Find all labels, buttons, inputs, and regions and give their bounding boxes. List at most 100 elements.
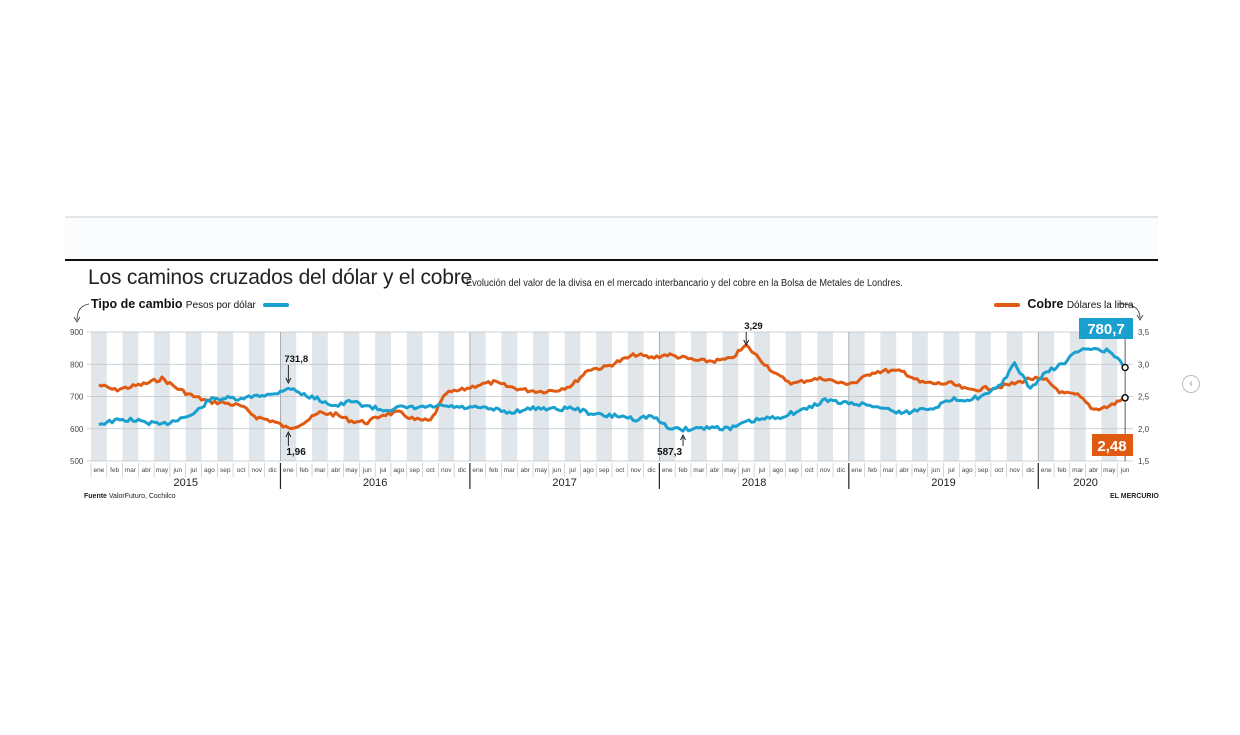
x-month-label: ago — [962, 467, 973, 474]
x-month-label: abr — [520, 467, 530, 474]
header-rule — [65, 259, 1158, 261]
x-month-label: may — [914, 467, 927, 474]
legend-cobre-swatch — [994, 302, 1020, 307]
x-month-label: may — [345, 467, 358, 474]
left-axis-pointer — [76, 303, 90, 321]
right-axis-pointer — [1117, 303, 1141, 319]
x-month-label: nov — [441, 467, 452, 474]
x-month-label: abr — [331, 467, 341, 474]
x-month-label: may — [156, 467, 169, 474]
x-month-label: nov — [252, 467, 263, 474]
x-month-label: sep — [599, 467, 610, 474]
x-month-label: ene — [662, 467, 673, 474]
x-month-label: oct — [237, 467, 246, 474]
x-year-label: 2018 — [742, 477, 766, 489]
legend-dolar-swatch — [263, 302, 290, 307]
x-month-label: jul — [758, 467, 766, 474]
x-year-label: 2017 — [552, 477, 576, 489]
source-note: Fuente ValorFuturo, Cochilco — [84, 493, 176, 500]
right-axis-pointer-head — [1136, 314, 1144, 321]
legend-cobre-unit: Dólares la libra — [1066, 300, 1134, 311]
x-month-label: ene — [283, 467, 294, 474]
x-month-label: mar — [1072, 467, 1084, 474]
x-month-label: mar — [883, 467, 895, 474]
x-month-label: jun — [741, 467, 751, 474]
legend-dolar-unit: Pesos por dólar — [185, 300, 256, 311]
x-month-label: abr — [142, 467, 152, 474]
legend-cobre-name: Cobre — [1027, 297, 1064, 311]
x-month-label: mar — [504, 467, 516, 474]
x-month-label: ene — [93, 467, 104, 474]
x-month-label: mar — [314, 467, 326, 474]
x-month-label: jun — [172, 467, 182, 474]
x-month-label: may — [1103, 467, 1116, 474]
annotation-label: 3,29 — [744, 321, 763, 332]
y-left-tick-label: 700 — [70, 393, 84, 402]
end-value-cobre: 2,48 — [1097, 438, 1126, 455]
x-month-label: feb — [489, 467, 498, 474]
x-month-label: may — [535, 467, 548, 474]
x-month-label: feb — [868, 467, 877, 474]
x-month-label: ene — [472, 467, 483, 474]
x-month-label: jun — [362, 467, 372, 474]
annotation-arrowhead — [680, 433, 686, 441]
y-right-tick-label: 3,5 — [1138, 328, 1150, 337]
x-month-label: dic — [268, 467, 277, 474]
annotation-arrowhead — [743, 339, 750, 347]
chart-title: Los caminos cruzados del dólar y el cobr… — [88, 266, 473, 289]
x-month-label: ene — [1041, 467, 1052, 474]
x-month-label: jul — [568, 467, 576, 474]
header-band — [65, 218, 1158, 259]
series-line-cobre — [98, 343, 1126, 431]
x-month-label: sep — [220, 467, 231, 474]
publisher-label: EL MERCURIO — [1110, 493, 1159, 500]
annotation-arrowhead — [285, 377, 292, 385]
x-month-label: ene — [851, 467, 862, 474]
y-left-tick-label: 900 — [70, 328, 84, 337]
x-month-label: nov — [820, 467, 831, 474]
x-month-label: feb — [1057, 467, 1066, 474]
x-month-label: jun — [1120, 467, 1130, 474]
x-month-label: ago — [204, 467, 215, 474]
y-right-tick-label: 2,0 — [1138, 425, 1150, 434]
x-month-label: abr — [710, 467, 720, 474]
x-month-label: ago — [393, 467, 404, 474]
x-month-label: jun — [551, 467, 561, 474]
y-right-tick-label: 2,5 — [1138, 393, 1150, 402]
annotation-label: 587,3 — [657, 447, 682, 458]
x-month-label: jul — [947, 467, 955, 474]
source-text: ValorFuturo, Cochilco — [108, 493, 176, 500]
legend-dolar-name: Tipo de cambio — [91, 297, 183, 311]
x-year-label: 2020 — [1073, 477, 1097, 489]
x-month-label: sep — [788, 467, 799, 474]
x-month-label: dic — [458, 467, 467, 474]
y-left-tick-label: 500 — [70, 457, 84, 466]
legend-dolar: Tipo de cambio Pesos por dólar — [91, 297, 293, 311]
y-left-tick-label: 800 — [70, 360, 84, 369]
x-month-label: oct — [994, 467, 1003, 474]
x-month-label: jul — [189, 467, 197, 474]
x-month-label: abr — [1089, 467, 1099, 474]
x-year-label: 2015 — [173, 477, 197, 489]
carousel-prev-button[interactable]: ‹ — [1182, 375, 1200, 393]
y-right-tick-label: 3,0 — [1138, 360, 1150, 369]
end-value-box-cobre — [1092, 434, 1133, 456]
x-month-label: mar — [125, 467, 137, 474]
x-month-label: may — [724, 467, 737, 474]
annotation-label: 1,96 — [286, 447, 306, 458]
x-month-label: dic — [837, 467, 846, 474]
x-month-label: sep — [409, 467, 420, 474]
x-month-label: oct — [805, 467, 814, 474]
x-month-label: jul — [379, 467, 387, 474]
y-left-tick-label: 600 — [70, 425, 84, 434]
legend-cobre: Cobre Dólares la libra — [990, 297, 1134, 311]
end-value-dolar: 780,7 — [1087, 321, 1125, 338]
end-marker-dolar — [1121, 363, 1129, 372]
source-label: Fuente — [84, 493, 107, 500]
y-right-tick-label: 1,5 — [1138, 457, 1150, 466]
x-month-label: sep — [978, 467, 989, 474]
x-month-label: ago — [772, 467, 783, 474]
x-month-label: oct — [616, 467, 625, 474]
left-axis-pointer-head — [73, 316, 81, 323]
